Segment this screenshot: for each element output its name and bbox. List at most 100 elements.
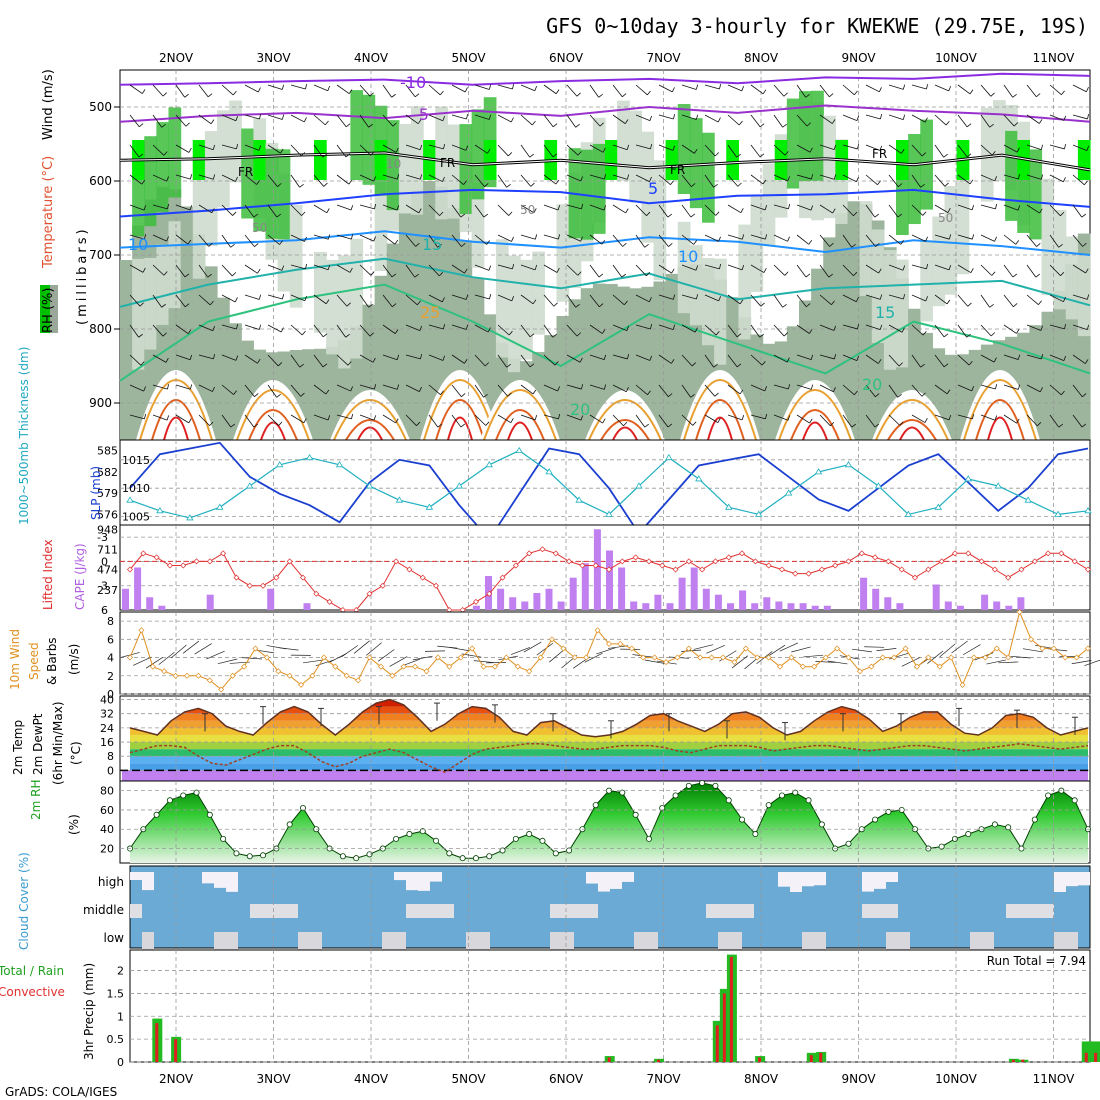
wind-barb-flag bbox=[417, 300, 421, 306]
rh-shade-light bbox=[883, 250, 897, 370]
wind-barb-flag bbox=[139, 302, 144, 307]
date-label-top: 7NOV bbox=[646, 51, 681, 65]
wind-speed-marker bbox=[298, 681, 305, 688]
thickness-marker bbox=[395, 496, 404, 503]
wind-barb-flag bbox=[460, 213, 466, 218]
wind-barb bbox=[244, 84, 259, 93]
wind-barb bbox=[543, 114, 554, 128]
wind-speed-marker bbox=[138, 627, 145, 634]
cloud-low-cell bbox=[562, 932, 574, 950]
wind-barb-flag bbox=[534, 415, 538, 421]
wind-barb-flag bbox=[349, 267, 353, 273]
wind-speed-marker bbox=[583, 654, 590, 661]
wind-barb-flag bbox=[487, 327, 491, 333]
wind-barb bbox=[681, 204, 692, 218]
wind-barb bbox=[566, 294, 576, 308]
wind-barb bbox=[658, 384, 669, 397]
wind-barb-flag bbox=[788, 203, 791, 209]
contour-label: 10 bbox=[386, 157, 401, 171]
wind-barb-10m bbox=[876, 648, 897, 652]
wind-barb bbox=[842, 354, 858, 361]
wind-barb-flag bbox=[508, 211, 513, 216]
cloud-low-cell bbox=[142, 932, 154, 950]
wind-barb bbox=[497, 174, 507, 188]
cloud-low-cell bbox=[226, 932, 238, 950]
rh-shade-light bbox=[374, 181, 388, 272]
li-marker bbox=[206, 558, 213, 565]
wind-barb-flag bbox=[943, 153, 948, 158]
wind-barb-flag bbox=[740, 208, 744, 213]
wind-barb bbox=[543, 294, 555, 307]
footer-credit: GrADS: COLA/IGES bbox=[5, 1085, 117, 1099]
wind-barb-flag bbox=[648, 297, 652, 302]
wind-barb-flag bbox=[529, 333, 535, 338]
wind-barb bbox=[244, 294, 260, 300]
wind-barb-10m bbox=[815, 660, 836, 663]
wind-barb-flag bbox=[139, 123, 144, 128]
wind-speed-marker bbox=[434, 654, 441, 661]
wind-tick-label: 6 bbox=[107, 633, 114, 646]
wind-barb bbox=[934, 384, 948, 395]
wind-barb bbox=[405, 204, 419, 214]
wind-barb bbox=[1049, 264, 1061, 276]
thickness-marker bbox=[485, 461, 493, 468]
wind-barb-flag bbox=[420, 353, 423, 360]
wind-barb bbox=[819, 84, 830, 98]
wind-barb bbox=[1049, 144, 1065, 150]
wind-barb-10m bbox=[132, 656, 152, 666]
wind-barb bbox=[474, 144, 488, 154]
wind-barb bbox=[819, 174, 835, 180]
wind-barb-flag bbox=[322, 363, 328, 368]
wind-barb bbox=[451, 114, 467, 120]
wind-barb-flag bbox=[580, 236, 583, 242]
wind-barb bbox=[198, 84, 209, 98]
wind-barb-flag bbox=[788, 384, 791, 390]
wind-barb bbox=[888, 84, 904, 90]
cloud-middle-cell bbox=[586, 904, 598, 918]
wind-barb-flag bbox=[370, 151, 375, 156]
wind-barb-flag bbox=[417, 119, 422, 124]
wind-barb-flag bbox=[690, 213, 696, 218]
wind-barb-flag bbox=[211, 208, 215, 214]
wind-barb bbox=[566, 114, 576, 128]
wind-barb bbox=[290, 144, 302, 157]
cape-bar bbox=[533, 593, 541, 610]
wind-barb-flag bbox=[673, 114, 676, 120]
wind-speed-marker bbox=[241, 663, 248, 670]
isotherm-line bbox=[119, 257, 1091, 308]
rh-shade-light bbox=[144, 257, 157, 350]
li-marker bbox=[1031, 558, 1038, 565]
precip-convective-bar bbox=[729, 956, 733, 1062]
rh-label: RH (%) bbox=[41, 288, 56, 333]
wind-barb bbox=[957, 84, 971, 95]
wind-barb-flag bbox=[212, 325, 216, 331]
wind-speed-marker bbox=[252, 645, 259, 652]
wind-barb-flag bbox=[558, 234, 561, 240]
wind-barb-flag bbox=[230, 423, 236, 428]
wind-barb-flag bbox=[187, 239, 192, 245]
wind-barb-flag bbox=[162, 92, 167, 97]
wind-barb-flag bbox=[602, 418, 606, 424]
wind-speed-marker bbox=[491, 663, 498, 670]
wind-barb bbox=[520, 234, 536, 240]
wind-barb bbox=[129, 174, 143, 185]
wind-barb-10m bbox=[951, 640, 968, 654]
wind-barb bbox=[980, 324, 992, 337]
wind-barb-flag bbox=[922, 331, 927, 336]
wind-barb-10m bbox=[927, 650, 944, 664]
wind-barb bbox=[727, 174, 739, 187]
wind-barb-flag bbox=[603, 205, 607, 211]
wind-barb-flag bbox=[830, 421, 835, 427]
subzero-band bbox=[122, 770, 1088, 781]
thickness-marker bbox=[335, 461, 344, 468]
wind-barb-flag bbox=[1040, 174, 1044, 180]
wind-speed-marker bbox=[765, 654, 772, 661]
wind-barb bbox=[865, 354, 879, 364]
wind-barb bbox=[727, 354, 738, 368]
wind-barb-flag bbox=[787, 415, 791, 421]
wind-barb-flag bbox=[141, 179, 146, 185]
wind-barb-flag bbox=[442, 176, 445, 182]
cape-bar bbox=[545, 588, 553, 610]
wind-speed-marker bbox=[503, 654, 510, 661]
wind-barb-10m bbox=[194, 643, 212, 655]
